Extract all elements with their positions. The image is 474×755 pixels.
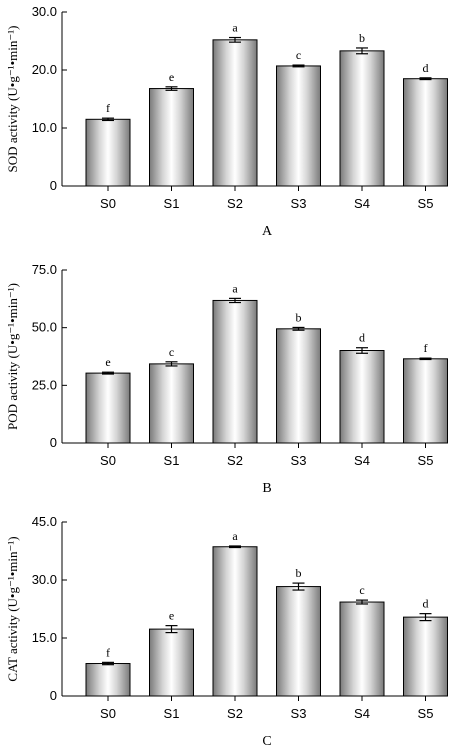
bar-s0	[85, 663, 131, 697]
significance-label: b	[359, 31, 365, 45]
y-tick-label: 15.0	[32, 630, 57, 645]
bar-s0	[85, 372, 131, 444]
significance-label: a	[232, 529, 238, 543]
error-bar-s4	[356, 599, 368, 605]
y-tick-label: 0	[50, 178, 57, 193]
error-bar-s3	[292, 326, 305, 331]
y-tick-label: 0	[50, 435, 57, 450]
significance-label: e	[169, 609, 174, 623]
y-tick-label: 10.0	[32, 120, 57, 135]
error-bar-s1	[165, 625, 178, 634]
significance-label: a	[232, 281, 238, 295]
significance-label: c	[169, 345, 174, 359]
bar-s2	[212, 299, 258, 444]
x-tick-label: S3	[291, 706, 307, 721]
significance-label: c	[359, 583, 364, 597]
significance-label: f	[106, 645, 110, 659]
error-bar-s0	[102, 661, 114, 666]
y-tick-label: 20.0	[32, 62, 57, 77]
x-tick-label: S0	[100, 453, 116, 468]
x-tick-label: S5	[418, 196, 434, 211]
bar-s3	[276, 328, 321, 444]
x-tick-label: S4	[354, 453, 370, 468]
error-bar-s1	[165, 361, 178, 367]
error-bar-s2	[229, 545, 241, 549]
bar-s1	[149, 628, 194, 697]
y-tick-label: 45.0	[32, 514, 57, 529]
x-tick-label: S1	[164, 196, 180, 211]
y-tick-label: 50.0	[32, 320, 57, 335]
bar-s0	[85, 118, 131, 187]
error-bar-s0	[102, 117, 114, 122]
bar-s5	[403, 616, 448, 697]
bar-s2	[212, 39, 258, 187]
x-tick-label: S5	[418, 706, 434, 721]
significance-label: d	[359, 331, 365, 345]
error-bar-s5	[419, 77, 432, 81]
error-bar-s0	[102, 371, 114, 375]
error-bar-s3	[292, 582, 305, 591]
error-bar-s3	[292, 64, 305, 68]
significance-label: e	[169, 70, 174, 84]
significance-label: c	[296, 48, 301, 62]
x-tick-label: S1	[164, 706, 180, 721]
panel-label: C	[262, 734, 271, 749]
y-tick-label: 30.0	[32, 4, 57, 19]
x-tick-label: S3	[291, 453, 307, 468]
significance-label: a	[232, 21, 238, 35]
bar-s5	[403, 358, 448, 444]
significance-label: b	[296, 566, 302, 580]
chart-panel-a: f S0 e S1 a S2 c S3 b S4 d S5 0 10.0 20.0 30.0 SOD activ…	[5, 4, 448, 239]
x-tick-label: S2	[227, 706, 243, 721]
error-bar-s2	[229, 36, 241, 43]
x-tick-label: S2	[227, 453, 243, 468]
bar-s4	[339, 601, 385, 697]
chart-panel-b: e S0 c S1 a S2 b S3 d S4 f S5 0 25.0 50.0 75.0 POD activ…	[5, 262, 448, 496]
bar-s3	[276, 586, 321, 697]
bar-s4	[339, 350, 385, 444]
significance-label: e	[105, 355, 110, 369]
bar-s2	[212, 546, 258, 697]
x-tick-label: S1	[164, 453, 180, 468]
significance-label: d	[423, 61, 429, 75]
error-bar-s2	[229, 297, 241, 304]
y-axis-label: POD activity (U•g⁻¹•min⁻¹)	[5, 283, 20, 430]
bar-s5	[403, 78, 448, 187]
error-bar-s5	[419, 613, 432, 622]
chart-panel-c: f S0 e S1 a S2 b S3 c S4 d S5 0 15.0 30.0 45.0 CAT activ…	[5, 514, 448, 749]
y-axis-label: SOD activity (U•g⁻¹•min⁻¹)	[5, 26, 20, 173]
significance-label: f	[424, 341, 428, 355]
bar-s3	[276, 65, 321, 187]
bar-s4	[339, 50, 385, 187]
y-tick-label: 30.0	[32, 572, 57, 587]
bar-s1	[149, 88, 194, 187]
error-bar-s1	[165, 86, 178, 91]
y-tick-label: 25.0	[32, 377, 57, 392]
error-bar-s4	[356, 47, 368, 55]
x-tick-label: S2	[227, 196, 243, 211]
x-tick-label: S0	[100, 196, 116, 211]
x-tick-label: S4	[354, 196, 370, 211]
y-tick-label: 0	[50, 688, 57, 703]
significance-label: d	[423, 597, 429, 611]
significance-label: f	[106, 101, 110, 115]
x-tick-label: S3	[291, 196, 307, 211]
x-tick-label: S5	[418, 453, 434, 468]
x-tick-label: S4	[354, 706, 370, 721]
panel-label: A	[262, 224, 273, 239]
x-tick-label: S0	[100, 706, 116, 721]
y-tick-label: 75.0	[32, 262, 57, 277]
error-bar-s5	[419, 357, 432, 361]
panel-label: B	[262, 481, 271, 496]
significance-label: b	[296, 310, 302, 324]
error-bar-s4	[356, 347, 368, 354]
bar-s1	[149, 363, 194, 444]
y-axis-label: CAT activity (U•g⁻¹•min⁻¹)	[5, 536, 20, 681]
